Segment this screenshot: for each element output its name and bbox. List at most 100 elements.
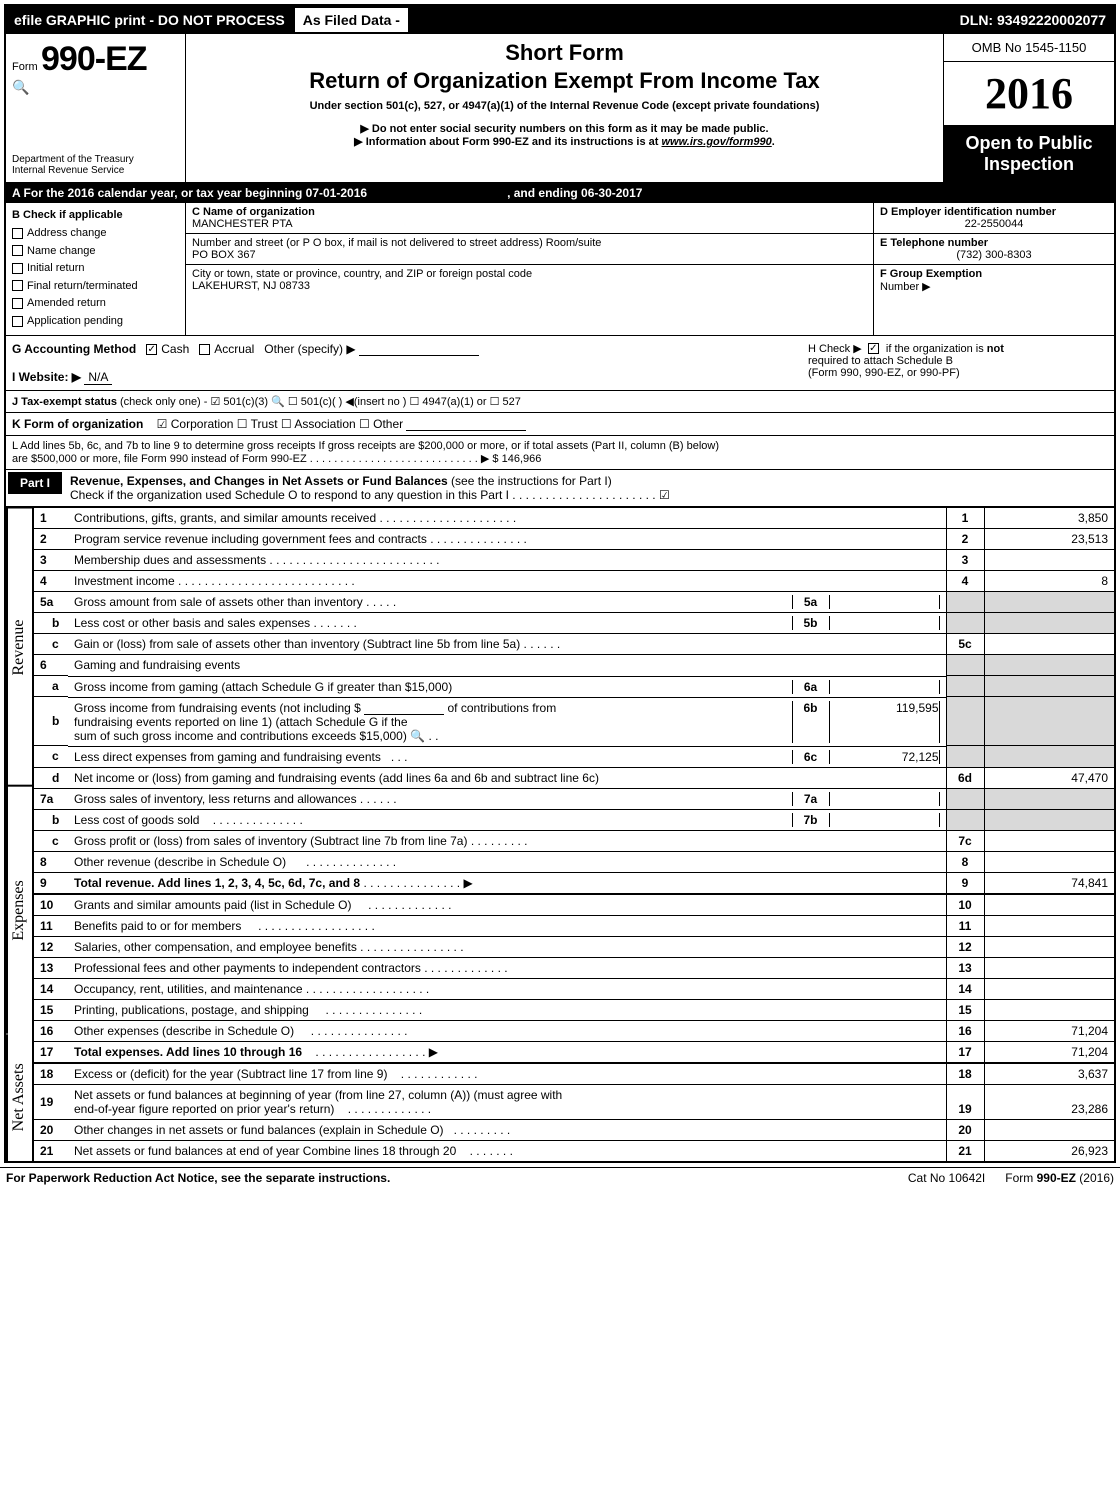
box-f-label: F Group Exemption bbox=[880, 268, 982, 280]
h-text2: required to attach Schedule B bbox=[808, 355, 953, 367]
chk-initial-return[interactable]: Initial return bbox=[12, 260, 179, 278]
val-18: 3,637 bbox=[984, 1063, 1114, 1085]
side-labels: Revenue Expenses Net Assets bbox=[6, 507, 34, 1162]
part-1-title-bold: Revenue, Expenses, and Changes in Net As… bbox=[70, 474, 448, 488]
part-1-title-paren: (see the instructions for Part I) bbox=[451, 474, 612, 488]
h-not: not bbox=[987, 343, 1004, 355]
box-b: B Check if applicable Address change Nam… bbox=[6, 203, 186, 334]
info-prefix: ▶ Information about Form 990-EZ and its … bbox=[354, 136, 661, 148]
val-7b bbox=[830, 813, 940, 827]
chk-h[interactable]: ✓ bbox=[868, 343, 879, 354]
line-15: 15 Printing, publications, postage, and … bbox=[34, 1000, 1114, 1021]
form-prefix: Form bbox=[12, 61, 38, 73]
form-number: 990-EZ bbox=[41, 40, 147, 78]
part-1-sub: Check if the organization used Schedule … bbox=[70, 488, 670, 502]
box-c: C Name of organization MANCHESTER PTA Nu… bbox=[186, 203, 874, 334]
line-4: 4 Investment income . . . . . . . . . . … bbox=[34, 570, 1114, 591]
info-url[interactable]: www.irs.gov/form990 bbox=[662, 136, 772, 148]
box-f: F Group Exemption Number ▶ bbox=[874, 265, 1114, 296]
box-b-title: B Check if applicable bbox=[12, 207, 179, 225]
chk-cash[interactable]: ✓ bbox=[146, 344, 157, 355]
row-k: K Form of organization ☑ Corporation ☐ T… bbox=[6, 413, 1114, 436]
val-21: 26,923 bbox=[984, 1141, 1114, 1162]
chk-amended-return[interactable]: Amended return bbox=[12, 295, 179, 313]
other-specify-input[interactable] bbox=[359, 344, 479, 356]
val-8 bbox=[984, 852, 1114, 873]
line-16: 16 Other expenses (describe in Schedule … bbox=[34, 1021, 1114, 1042]
info-url-line: ▶ Information about Form 990-EZ and its … bbox=[196, 135, 933, 148]
val-16: 71,204 bbox=[984, 1021, 1114, 1042]
row-a-end: , and ending 06-30-2017 bbox=[507, 186, 642, 200]
efile-mid-text: As Filed Data - bbox=[293, 6, 410, 34]
chk-application-pending[interactable]: Application pending bbox=[12, 313, 179, 331]
line-19: 19 Net assets or fund balances at beginn… bbox=[34, 1085, 1114, 1120]
side-netassets: Net Assets bbox=[6, 1034, 32, 1161]
website-value: N/A bbox=[84, 370, 112, 385]
row-l: L Add lines 5b, 6c, and 7b to line 9 to … bbox=[6, 436, 1114, 470]
h-text3: (Form 990, 990-EZ, or 990-PF) bbox=[808, 367, 960, 379]
form-header: Form 990-EZ 🔍 Department of the Treasury… bbox=[6, 34, 1114, 183]
part-1-label: Part I bbox=[8, 472, 62, 494]
efile-bar: efile GRAPHIC print - DO NOT PROCESS As … bbox=[6, 6, 1114, 34]
header-mid: Short Form Return of Organization Exempt… bbox=[186, 34, 944, 182]
chk-accrual[interactable] bbox=[199, 344, 210, 355]
val-3 bbox=[984, 549, 1114, 570]
val-7a bbox=[830, 792, 940, 806]
box-c-name: C Name of organization MANCHESTER PTA bbox=[186, 203, 873, 234]
row-g-h: G Accounting Method ✓Cash Accrual Other … bbox=[6, 336, 1114, 391]
section-bcdef: B Check if applicable Address change Nam… bbox=[6, 203, 1114, 335]
line-7c: c Gross profit or (loss) from sales of i… bbox=[34, 831, 1114, 852]
magnifier-icon: 🔍 bbox=[12, 79, 179, 96]
efile-left-text: efile GRAPHIC print - DO NOT PROCESS bbox=[6, 8, 293, 32]
line-21: 21 Net assets or fund balances at end of… bbox=[34, 1141, 1114, 1162]
footer: For Paperwork Reduction Act Notice, see … bbox=[0, 1167, 1120, 1188]
line-7a: 7a Gross sales of inventory, less return… bbox=[34, 788, 1114, 809]
chk-name-change[interactable]: Name change bbox=[12, 243, 179, 261]
line-6a: a Gross income from gaming (attach Sched… bbox=[34, 676, 1114, 697]
line-17: 17 Total expenses. Add lines 10 through … bbox=[34, 1042, 1114, 1064]
row-a-taxyear: A For the 2016 calendar year, or tax yea… bbox=[6, 183, 1114, 203]
val-2: 23,513 bbox=[984, 528, 1114, 549]
val-5c bbox=[984, 634, 1114, 655]
val-10 bbox=[984, 894, 1114, 916]
line-14: 14 Occupancy, rent, utilities, and maint… bbox=[34, 979, 1114, 1000]
phone-value: (732) 300-8303 bbox=[880, 249, 1108, 261]
lines-container: 1 Contributions, gifts, grants, and simi… bbox=[34, 507, 1114, 1162]
chk-final-return[interactable]: Final return/terminated bbox=[12, 278, 179, 296]
chk-address-change[interactable]: Address change bbox=[12, 225, 179, 243]
k-other-input[interactable] bbox=[406, 419, 526, 431]
line-9: 9 Total revenue. Add lines 1, 2, 3, 4, 5… bbox=[34, 873, 1114, 895]
h-text1: if the organization is bbox=[886, 343, 984, 355]
l-text2: are $500,000 or more, file Form 990 inst… bbox=[12, 452, 1108, 465]
l-text1: L Add lines 5b, 6c, and 7b to line 9 to … bbox=[12, 440, 1108, 452]
val-13 bbox=[984, 958, 1114, 979]
side-revenue: Revenue bbox=[6, 507, 32, 786]
under-section-text: Under section 501(c), 527, or 4947(a)(1)… bbox=[196, 100, 933, 112]
line-13: 13 Professional fees and other payments … bbox=[34, 958, 1114, 979]
accounting-method: G Accounting Method ✓Cash Accrual Other … bbox=[12, 342, 808, 384]
line-8: 8 Other revenue (describe in Schedule O)… bbox=[34, 852, 1114, 873]
org-name: MANCHESTER PTA bbox=[192, 218, 867, 230]
g-label: G Accounting Method bbox=[12, 342, 136, 356]
h-label: H Check ▶ bbox=[808, 343, 862, 355]
part-1-header: Part I Revenue, Expenses, and Changes in… bbox=[6, 470, 1114, 507]
part-1-title: Revenue, Expenses, and Changes in Net As… bbox=[64, 470, 1114, 506]
line-1: 1 Contributions, gifts, grants, and simi… bbox=[34, 507, 1114, 528]
val-7c bbox=[984, 831, 1114, 852]
val-14 bbox=[984, 979, 1114, 1000]
open-public-l1: Open to Public bbox=[948, 133, 1110, 154]
val-20 bbox=[984, 1120, 1114, 1141]
dept-irs: Internal Revenue Service bbox=[12, 165, 179, 176]
j-rest: (check only one) - ☑ 501(c)(3) 🔍 ☐ 501(c… bbox=[120, 396, 521, 408]
box-c-label: C Name of organization bbox=[192, 206, 867, 218]
j-label: J Tax-exempt status bbox=[12, 396, 117, 408]
line-2: 2 Program service revenue including gove… bbox=[34, 528, 1114, 549]
city-value: LAKEHURST, NJ 08733 bbox=[192, 280, 867, 292]
val-5b bbox=[830, 616, 940, 630]
return-title: Return of Organization Exempt From Incom… bbox=[196, 68, 933, 94]
box-c-city: City or town, state or province, country… bbox=[186, 265, 873, 295]
footer-right: Form 990-EZ (2016) bbox=[1005, 1171, 1114, 1185]
city-label: City or town, state or province, country… bbox=[192, 268, 867, 280]
contrib-input[interactable] bbox=[364, 703, 444, 715]
open-public-l2: Inspection bbox=[948, 154, 1110, 175]
